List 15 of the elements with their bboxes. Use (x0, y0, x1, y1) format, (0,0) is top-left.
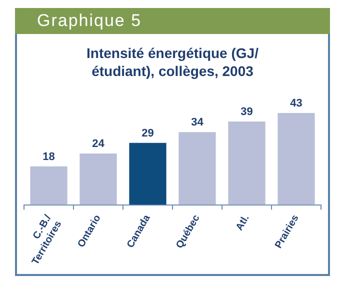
bar (80, 154, 117, 205)
x-tick-label: Atl. (234, 212, 252, 233)
bar (30, 166, 68, 205)
data-label: 18 (42, 150, 55, 163)
bar (228, 122, 266, 205)
data-label: 43 (290, 97, 302, 110)
chart-title: Intensité énergétique (GJ/étudiant), collèges, 2003 (86, 44, 260, 80)
bar (278, 112, 315, 205)
bar (178, 132, 216, 205)
text: Graphique 5 (15, 8, 330, 34)
data-label: 39 (240, 106, 253, 118)
data-label: 29 (142, 127, 154, 140)
bar (129, 142, 166, 205)
data-label: 24 (92, 138, 106, 150)
data-label: 34 (191, 116, 204, 129)
